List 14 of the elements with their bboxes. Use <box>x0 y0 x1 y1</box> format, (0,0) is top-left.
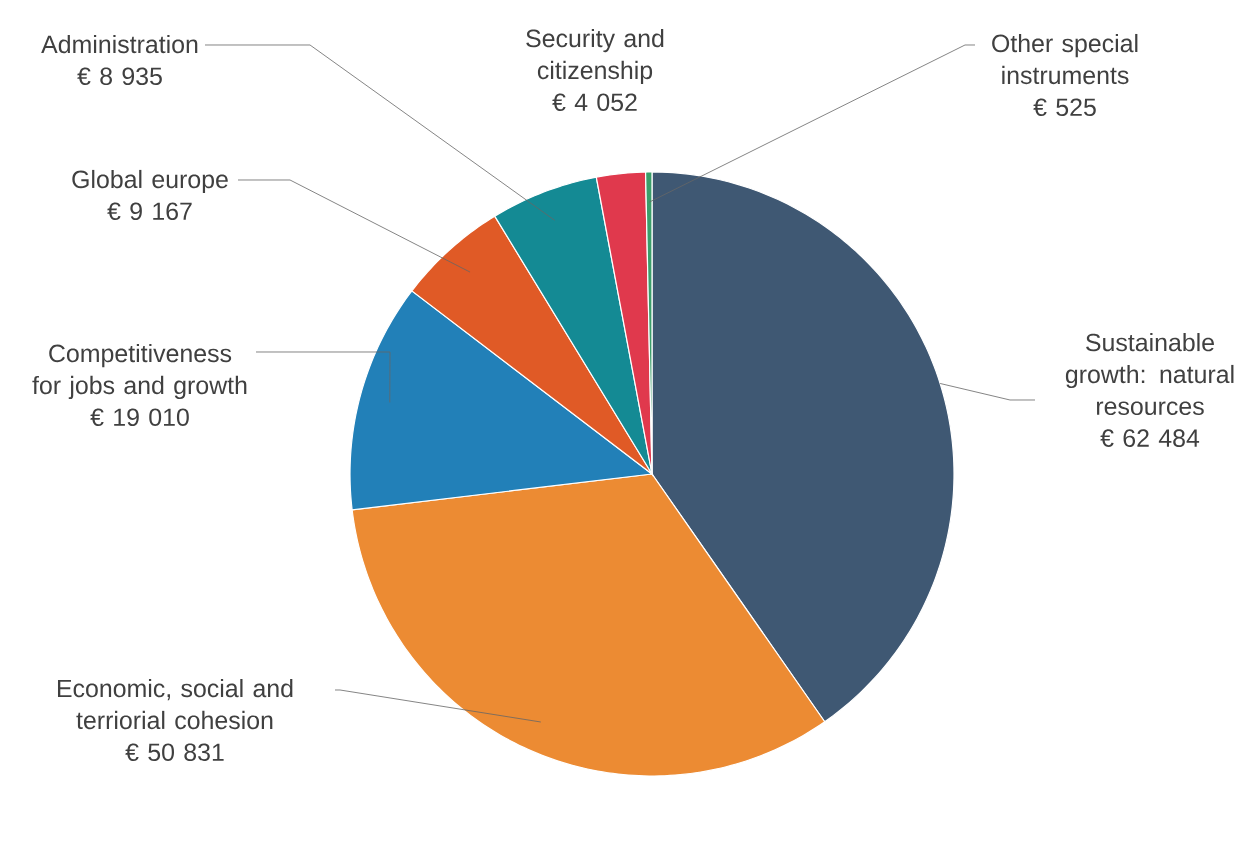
data-label: € 50 831 <box>125 743 224 762</box>
slice-label: Sustainable growth: natural resources <box>1065 333 1234 416</box>
data-label: € 9 167 <box>107 202 192 221</box>
data-label: € 62 484 <box>1100 429 1200 447</box>
slice-label: Administration <box>41 34 198 54</box>
data-label: € 525 <box>1033 98 1096 117</box>
slice-label: Global europe <box>72 169 228 194</box>
slice-label: Other special instruments <box>992 33 1138 85</box>
data-label: € 19 010 <box>90 408 189 427</box>
slice-label: Competitiveness for jobs and growth <box>32 343 247 400</box>
slice-label: Economic, social and terriorial cohesion <box>57 678 293 730</box>
data-label: € 8 935 <box>77 67 162 86</box>
data-label: € 4 052 <box>552 93 637 112</box>
slice-label: Security and citizenship <box>526 28 664 85</box>
